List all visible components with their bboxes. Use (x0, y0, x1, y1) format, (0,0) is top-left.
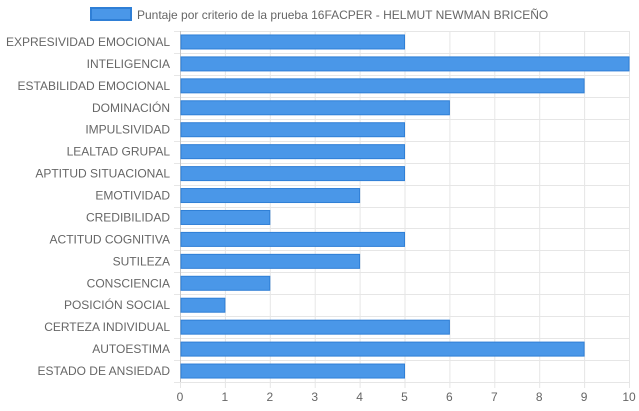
bar (180, 209, 271, 225)
bar (180, 78, 585, 94)
bar (180, 297, 226, 313)
bar (180, 319, 450, 335)
bar (180, 34, 405, 50)
bar (180, 188, 361, 204)
category-label: POSICIÓN SOCIAL (64, 297, 170, 312)
bar (180, 231, 405, 247)
bar (180, 144, 405, 160)
bar (180, 166, 405, 182)
category-label: ACTITUD COGNITIVA (50, 232, 170, 246)
bar (180, 100, 450, 116)
category-label: ESTABILIDAD EMOCIONAL (18, 79, 171, 93)
x-tick-label: 9 (581, 390, 588, 404)
bar (180, 253, 361, 269)
x-tick-label: 6 (446, 390, 453, 404)
x-tick-label: 0 (177, 390, 184, 404)
x-tick-label: 4 (356, 390, 363, 404)
category-label: CERTEZA INDIVIDUAL (44, 320, 170, 334)
legend-swatch (90, 7, 132, 21)
category-label: SUTILEZA (113, 254, 170, 268)
x-tick-label: 7 (491, 390, 498, 404)
bar (180, 275, 271, 291)
category-label: LEALTAD GRUPAL (67, 145, 171, 159)
bar (180, 341, 585, 357)
category-label: CREDIBILIDAD (86, 210, 170, 224)
category-label: DOMINACIÓN (92, 100, 170, 115)
x-tick-label: 5 (401, 390, 408, 404)
category-label: ESTADO DE ANSIEDAD (38, 364, 171, 378)
bar (180, 363, 405, 379)
category-label: INTELIGENCIA (87, 57, 170, 71)
category-label: EMOTIVIDAD (95, 189, 170, 203)
x-tick-label: 3 (311, 390, 318, 404)
x-tick-label: 8 (536, 390, 543, 404)
category-label: APTITUD SITUACIONAL (35, 167, 170, 181)
category-label: EXPRESIVIDAD EMOCIONAL (6, 35, 170, 49)
x-tick-label: 10 (622, 390, 636, 404)
category-label: IMPULSIVIDAD (85, 123, 170, 137)
x-tick-label: 1 (222, 390, 229, 404)
bar (180, 56, 630, 72)
x-tick-label: 2 (266, 390, 273, 404)
category-label: CONSCIENCIA (87, 276, 170, 290)
legend-label: Puntaje por criterio de la prueba 16FACP… (137, 8, 548, 22)
bar (180, 122, 405, 138)
category-label: AUTOESTIMA (92, 342, 170, 356)
